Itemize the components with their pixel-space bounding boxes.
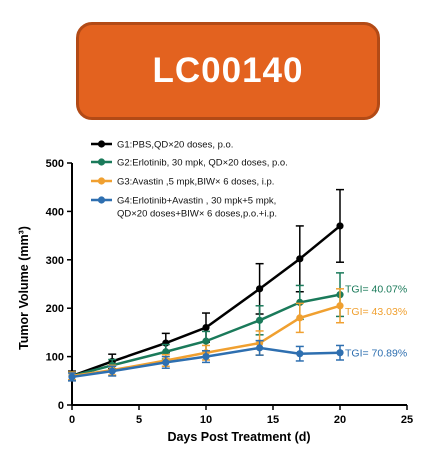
data-point: [296, 350, 304, 358]
data-point: [202, 337, 210, 345]
series-2: TGI= 40.07%: [68, 272, 407, 381]
y-tick-label: 500: [46, 158, 64, 170]
x-tick-label: 20: [334, 414, 346, 426]
y-tick-label: 300: [46, 255, 64, 267]
data-point: [256, 344, 264, 352]
data-point: [256, 285, 264, 293]
data-point: [336, 349, 344, 357]
tgi-annotation: TGI= 70.89%: [345, 348, 407, 360]
banner-text: LC00140: [152, 51, 304, 90]
x-tick-label: 5: [136, 414, 142, 426]
legend-swatch-marker: [97, 140, 106, 148]
data-point: [202, 323, 210, 332]
x-tick-label: 15: [267, 414, 279, 426]
legend: G1:PBS,QD×20 doses, p.o. G2:Erlotinib, 30…: [91, 140, 288, 220]
y-tick-label: 100: [46, 352, 64, 364]
data-point: [162, 348, 170, 356]
legend-label: QD×20 doses+BIW× 6 doses,p.o.+i.p.: [117, 209, 277, 220]
legend-item: G1:PBS,QD×20 doses, p.o.: [91, 140, 233, 151]
data-point: [68, 373, 76, 381]
x-tick-label: 0: [69, 414, 75, 426]
legend-swatch-marker: [97, 196, 106, 204]
data-point: [108, 367, 116, 375]
legend-item: G4:Erlotinib+Avastin , 30 mpk+5 mpk, QD×2…: [91, 196, 277, 220]
legend-label: G2:Erlotinib, 30 mpk, QD×20 doses, p.o.: [117, 158, 288, 169]
tgi-annotation: TGI= 43.03%: [345, 306, 407, 318]
data-point: [296, 314, 304, 322]
x-tick-label: 25: [401, 414, 413, 426]
tgi-annotation: TGI= 40.07%: [345, 284, 407, 296]
series-4: TGI= 70.89%: [68, 339, 407, 382]
y-tick-label: 400: [46, 206, 64, 218]
legend-label: G3:Avastin ,5 mpk,BIW× 6 doses, i.p.: [117, 177, 274, 188]
series-3: TGI= 43.03%: [68, 288, 407, 381]
data-point: [202, 353, 210, 361]
legend-label: G1:PBS,QD×20 doses, p.o.: [117, 140, 233, 151]
legend-item: G3:Avastin ,5 mpk,BIW× 6 doses, i.p.: [91, 177, 274, 188]
legend-item: G2:Erlotinib, 30 mpk, QD×20 doses, p.o.: [91, 158, 288, 169]
x-axis-label: Days Post Treatment (d): [167, 430, 310, 444]
data-point: [336, 302, 344, 310]
model-id-banner: LC00140: [76, 22, 380, 120]
y-tick-label: 200: [46, 303, 64, 315]
y-axis-label: Tumor Volume (mm³): [17, 226, 31, 350]
x-tick-label: 10: [200, 414, 212, 426]
data-point: [296, 298, 304, 306]
data-point: [256, 316, 264, 324]
legend-swatch-marker: [97, 177, 106, 185]
data-point: [162, 358, 170, 367]
data-point: [296, 255, 304, 263]
legend-label: G4:Erlotinib+Avastin , 30 mpk+5 mpk,: [117, 196, 276, 207]
plot-area: 0 100 200 300 400 500 0 5 10 15 20 25 TGI= 40.07% TGI…: [46, 158, 413, 426]
data-point: [336, 222, 344, 230]
legend-swatch-marker: [97, 158, 106, 166]
y-tick-label: 0: [58, 400, 64, 412]
